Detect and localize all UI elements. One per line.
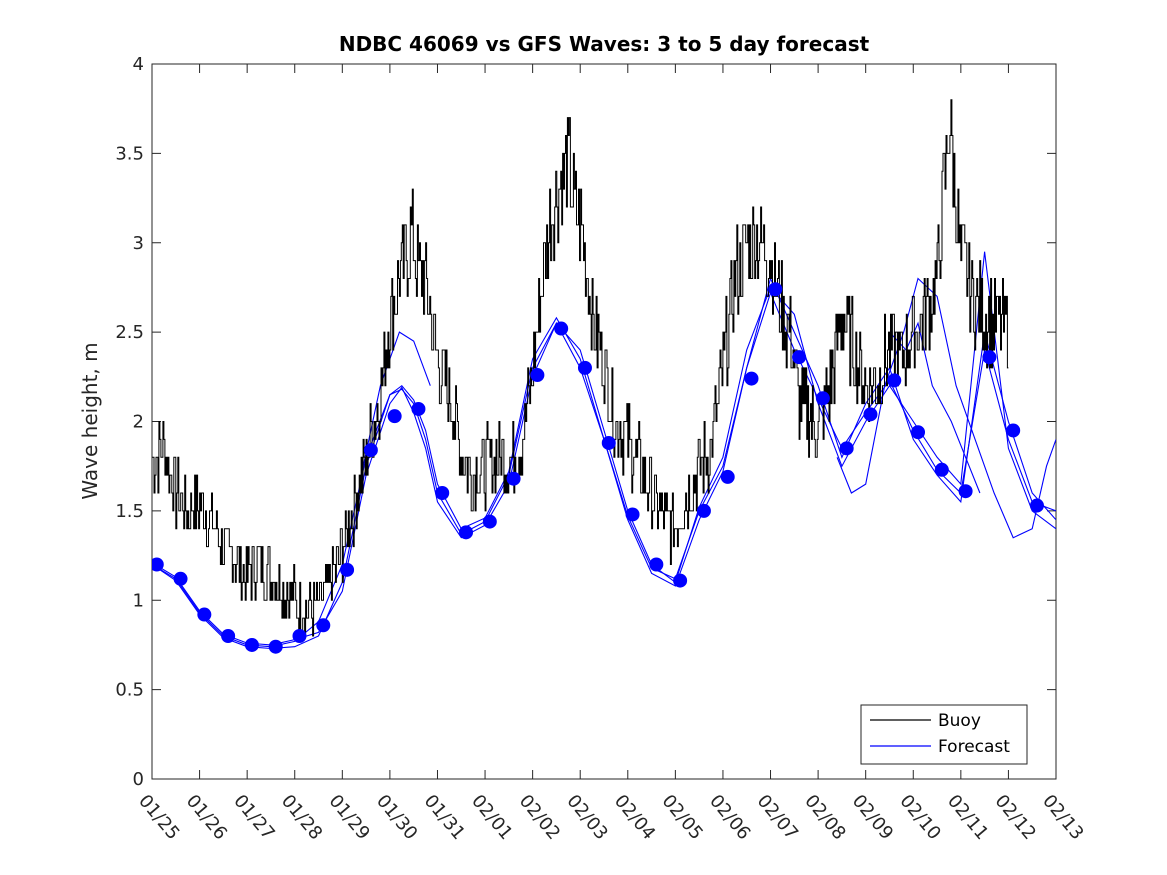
forecast-point bbox=[173, 571, 188, 586]
forecast-point bbox=[482, 514, 497, 529]
y-axis-label: Wave height, m bbox=[78, 342, 102, 499]
forecast-point bbox=[268, 639, 283, 654]
legend-box bbox=[860, 704, 1028, 765]
forecast-point bbox=[363, 443, 378, 458]
forecast-point bbox=[649, 557, 664, 572]
x-tick-label: 01/30 bbox=[372, 791, 421, 844]
forecast-point bbox=[744, 371, 759, 386]
forecast-point bbox=[411, 401, 426, 416]
forecast-point bbox=[554, 321, 569, 336]
forecast-point bbox=[152, 557, 164, 572]
forecast-point bbox=[1006, 423, 1021, 438]
x-tick-label: 02/05 bbox=[658, 791, 707, 844]
forecast-line-2 bbox=[152, 276, 1056, 650]
y-tick-label: 4 bbox=[133, 54, 144, 75]
forecast-line-4 bbox=[360, 331, 431, 476]
x-tick-label: 01/31 bbox=[420, 791, 469, 844]
forecast-point bbox=[197, 607, 212, 622]
forecast-point bbox=[958, 484, 973, 499]
forecast-point bbox=[911, 425, 926, 440]
forecast-point bbox=[387, 409, 402, 424]
forecast-point bbox=[815, 391, 830, 406]
x-tick-label: 01/25 bbox=[134, 791, 183, 844]
y-tick-label: 2.5 bbox=[115, 322, 144, 343]
axes-frame bbox=[151, 63, 1057, 780]
x-tick-label: 02/09 bbox=[848, 791, 897, 844]
x-tick-label: 02/07 bbox=[753, 791, 802, 844]
forecast-line-3 bbox=[152, 251, 1056, 646]
x-tick-label: 02/03 bbox=[562, 791, 611, 844]
y-tick-label: 3 bbox=[133, 233, 144, 254]
forecast-point bbox=[530, 368, 545, 383]
x-tick-label: 01/29 bbox=[324, 791, 373, 844]
x-tick-label: 02/02 bbox=[515, 791, 564, 844]
forecast-point bbox=[244, 637, 259, 652]
x-tick-label: 01/26 bbox=[182, 791, 231, 844]
x-tick-label: 02/08 bbox=[800, 791, 849, 844]
forecast-point bbox=[839, 441, 854, 456]
forecast-point bbox=[506, 471, 521, 486]
legend-buoy-label: Buoy bbox=[938, 711, 981, 731]
x-tick-label: 02/10 bbox=[895, 791, 944, 844]
forecast-point bbox=[934, 462, 949, 477]
x-tick-label: 02/04 bbox=[610, 791, 659, 844]
forecast-point bbox=[221, 629, 236, 643]
y-tick-label: 0 bbox=[133, 769, 144, 790]
forecast-point bbox=[720, 469, 735, 484]
legend: Buoy Forecast bbox=[860, 704, 1028, 765]
forecast-point bbox=[673, 573, 688, 588]
forecast-point bbox=[792, 350, 807, 365]
y-tick-label: 1 bbox=[133, 590, 144, 611]
forecast-point bbox=[625, 507, 640, 522]
x-tick-label: 02/11 bbox=[943, 791, 992, 844]
forecast-point bbox=[292, 629, 307, 643]
forecast-point bbox=[435, 486, 450, 500]
x-tick-label: 01/27 bbox=[229, 791, 278, 844]
forecast-point bbox=[340, 562, 355, 577]
buoy-line bbox=[152, 99, 1009, 637]
x-tick-label: 02/13 bbox=[1038, 791, 1087, 844]
x-tick-label: 02/12 bbox=[991, 791, 1040, 844]
x-tick-label: 02/06 bbox=[705, 791, 754, 844]
forecast-point bbox=[863, 407, 878, 422]
forecast-point bbox=[316, 618, 331, 633]
forecast-point bbox=[601, 435, 616, 450]
y-tick-label: 0.5 bbox=[115, 680, 144, 701]
chart-title: NDBC 46069 vs GFS Waves: 3 to 5 day fore… bbox=[339, 32, 870, 56]
forecast-point bbox=[982, 350, 997, 365]
forecast-point bbox=[577, 360, 592, 375]
forecast-point bbox=[887, 373, 902, 388]
x-tick-label: 02/01 bbox=[467, 791, 516, 844]
y-tick-label: 3.5 bbox=[115, 143, 144, 164]
forecast-point bbox=[1029, 498, 1044, 513]
y-tick-label: 1.5 bbox=[115, 501, 144, 522]
plot-content bbox=[152, 99, 1056, 654]
forecast-point bbox=[459, 525, 474, 540]
y-tick-label: 2 bbox=[133, 412, 144, 433]
legend-forecast-label: Forecast bbox=[938, 737, 1010, 757]
forecast-point bbox=[696, 503, 711, 518]
x-tick-label: 01/28 bbox=[277, 791, 326, 844]
forecast-point bbox=[768, 282, 783, 297]
forecast-line-5 bbox=[836, 277, 1056, 539]
